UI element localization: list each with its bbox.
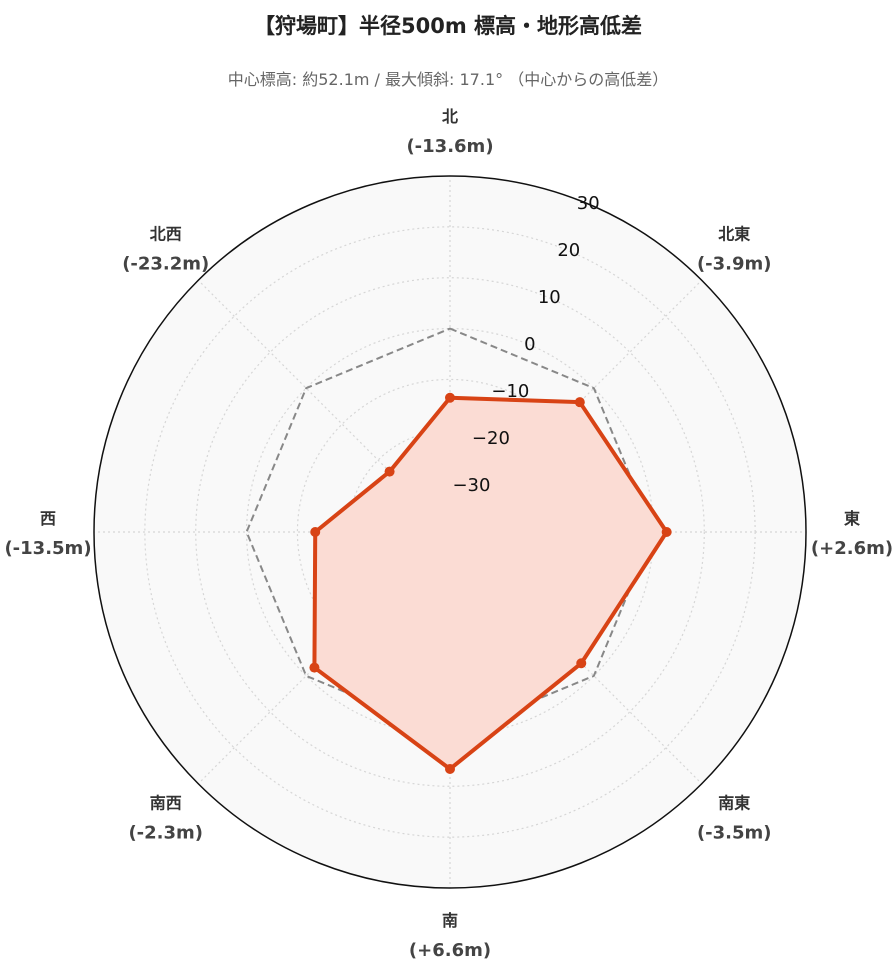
data-point [310, 527, 321, 537]
radial-tick-label: 10 [538, 287, 561, 308]
series-area [314, 397, 667, 769]
data-point [576, 658, 587, 669]
direction-label: 東 [844, 509, 860, 528]
data-point [445, 763, 455, 774]
data-point [574, 397, 585, 408]
data-point [384, 466, 395, 477]
grid-ring [195, 277, 705, 787]
direction-label: 北西 [150, 225, 182, 244]
data-point [661, 527, 672, 537]
direction-label: 北 [442, 107, 458, 126]
direction-value-label: (-3.9m) [697, 254, 772, 275]
direction-value-label: (+6.6m) [409, 940, 491, 961]
direction-value-label: (-13.5m) [4, 538, 91, 559]
grid-spoke [449, 531, 703, 785]
chart-title: 【狩場町】半径500m 標高・地形高低差 [253, 14, 643, 38]
direction-label: 南東 [718, 793, 750, 812]
radial-tick-label: 0 [524, 334, 535, 355]
chart-subtitle: 中心標高: 約52.1m / 最大傾斜: 17.1° （中心からの高低差） [227, 70, 669, 89]
radial-tick-label: −30 [452, 475, 490, 496]
radial-tick-label: −10 [491, 381, 529, 402]
data-point [445, 392, 455, 403]
direction-label: 南西 [150, 793, 182, 812]
direction-label: 南 [442, 911, 458, 930]
direction-value-label: (-13.6m) [406, 136, 493, 157]
direction-label: 北東 [718, 225, 750, 244]
radial-tick-label: 30 [577, 193, 600, 214]
grid-spoke [197, 279, 451, 533]
grid-spoke [449, 279, 703, 533]
direction-value-label: (-23.2m) [122, 254, 209, 275]
direction-label: 西 [40, 509, 56, 528]
direction-value-label: (-3.5m) [697, 822, 772, 843]
outer-ring [93, 175, 807, 889]
radial-tick-label: 20 [557, 240, 580, 261]
direction-value-label: (-2.3m) [128, 822, 203, 843]
radial-tick-label: −20 [472, 428, 510, 449]
grid-spoke [197, 531, 451, 785]
data-point [309, 662, 320, 673]
direction-value-label: (+2.6m) [811, 538, 893, 559]
